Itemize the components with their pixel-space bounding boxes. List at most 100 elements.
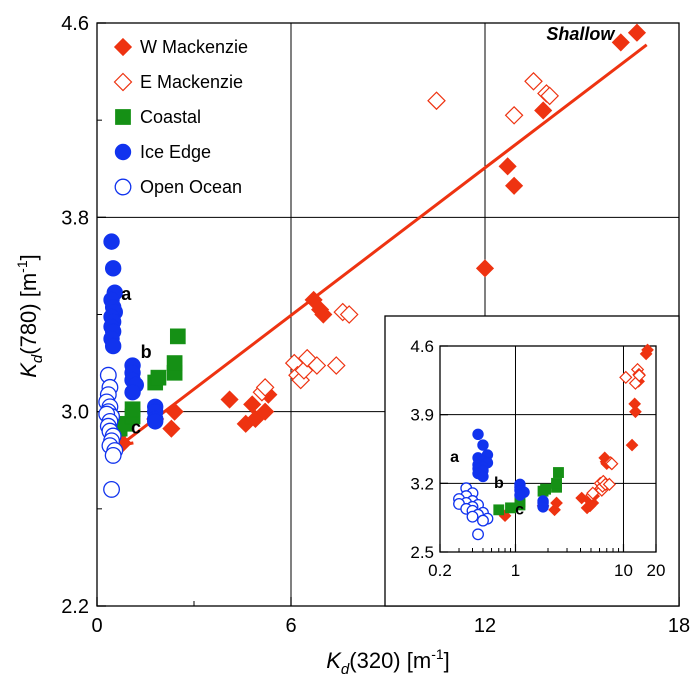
inset-annotation-a: a: [450, 449, 459, 466]
y-tick-label: 3.8: [61, 207, 89, 229]
data-point-e-mackenzie: [307, 356, 327, 375]
inset-data-point-coastal: [493, 504, 505, 516]
inset-data-point-coastal: [551, 477, 562, 489]
data-point-ice-edge: [147, 413, 164, 430]
inset-data-point-ice-edge: [472, 428, 484, 440]
inset-data-point-open-ocean: [477, 514, 489, 527]
y-tick-label: 3.0: [61, 402, 89, 424]
data-point-e-mackenzie: [255, 378, 275, 397]
data-point-e-mackenzie: [540, 86, 560, 106]
y-tick-label: 2.2: [61, 596, 89, 618]
legend-item-e-mackenzie: E Mackenzie: [113, 72, 243, 92]
inset-series-e-mackenzie: [585, 362, 646, 502]
inset-y-tick-label: 2.5: [410, 543, 434, 562]
legend-label-coastal: Coastal: [140, 107, 201, 127]
inset-data-point-e-mackenzie: [632, 368, 646, 383]
inset-data-point-e-mackenzie: [605, 457, 619, 471]
inset-y-tick-label: 3.2: [410, 474, 434, 493]
inset-y-tick-label: 3.9: [410, 406, 434, 425]
data-point-e-mackenzie: [524, 71, 543, 91]
data-point-coastal: [166, 355, 183, 371]
legend: W Mackenzie E Mackenzie Coastal Ice Edge Ope…: [113, 37, 248, 197]
inset-data-point-coastal: [553, 467, 564, 478]
legend-marker-ice-edge: [114, 143, 132, 161]
inset-annotation-c: c: [515, 502, 524, 519]
main-marks: [98, 23, 647, 498]
legend-marker-w-mackenzie: [113, 37, 133, 57]
inset-data-point-coastal: [540, 483, 552, 495]
series-open-ocean: [98, 366, 124, 498]
data-point-w-mackenzie: [314, 305, 333, 324]
y-tick-label: 4.6: [61, 13, 89, 35]
series-e-mackenzie: [252, 71, 560, 402]
data-point-e-mackenzie: [504, 105, 524, 125]
data-point-coastal: [150, 369, 167, 386]
legend-label-open-ocean: Open Ocean: [140, 177, 242, 197]
inset-data-point-e-mackenzie: [619, 370, 633, 385]
data-point-w-mackenzie: [243, 395, 262, 414]
x-tick-label: 6: [285, 615, 296, 637]
annotation-b: b: [141, 342, 152, 362]
data-point-e-mackenzie: [427, 91, 446, 111]
x-axis-label: Kd(320) [m-1]: [326, 646, 450, 678]
data-point-w-mackenzie: [162, 419, 181, 438]
annotation-a: a: [121, 284, 132, 304]
data-point-ice-edge: [104, 337, 122, 355]
y-axis-label: Kd(780) [m-1]: [14, 254, 46, 378]
inset-marks: [453, 343, 654, 541]
series-w-mackenzie: [113, 23, 647, 453]
inset-data-point-w-mackenzie: [641, 343, 654, 357]
x-tick-label: 0: [91, 615, 102, 637]
inset-data-point-w-mackenzie: [625, 438, 639, 452]
data-point-w-mackenzie: [256, 402, 275, 421]
inset-data-point-w-mackenzie: [550, 496, 563, 510]
main-ticks: 0 6 12 18 2.2 3.0 3.8 4.6: [61, 13, 690, 637]
data-point-coastal: [124, 401, 141, 418]
data-point-ice-edge: [103, 233, 120, 250]
legend-marker-e-mackenzie: [113, 72, 133, 92]
data-point-w-mackenzie: [534, 101, 553, 120]
inset-data-point-open-ocean: [472, 528, 484, 541]
legend-item-open-ocean: Open Ocean: [114, 177, 242, 197]
regression-line: [118, 43, 648, 447]
inset-data-point-ice-edge: [537, 501, 549, 513]
inset-data-point-w-mackenzie: [629, 405, 642, 419]
legend-label-e-mackenzie: E Mackenzie: [140, 72, 243, 92]
inset-series-ice-edge: [472, 428, 549, 513]
inset-series-open-ocean: [453, 482, 494, 541]
series-ice-edge: [103, 233, 164, 430]
data-point-w-mackenzie: [505, 176, 524, 195]
inset-x-tick-label: 1: [511, 561, 520, 580]
main-annotations: Shallow a b c: [121, 24, 615, 438]
inset-data-point-ice-edge: [477, 439, 489, 451]
data-point-ice-edge: [124, 384, 141, 401]
series-coastal: [111, 328, 186, 437]
data-point-w-mackenzie: [220, 390, 239, 409]
data-point-w-mackenzie: [475, 259, 495, 278]
annotation-shallow: Shallow: [546, 24, 615, 44]
inset-x-tick-label: 10: [614, 561, 633, 580]
legend-label-ice-edge: Ice Edge: [140, 142, 211, 162]
data-point-ice-edge: [104, 260, 122, 277]
legend-item-w-mackenzie: W Mackenzie: [113, 37, 248, 57]
inset-background: [384, 315, 680, 607]
inset-chart: 0.2 1 10 20 2.5 3.2 3.9 4.6 a bc: [384, 315, 680, 607]
inset-data-point-ice-edge: [514, 489, 526, 501]
inset-annotation-b: b: [494, 475, 504, 492]
legend-item-coastal: Coastal: [115, 107, 201, 127]
data-point-w-mackenzie: [627, 23, 647, 42]
inset-y-tick-label: 4.6: [410, 337, 434, 356]
legend-label-w-mackenzie: W Mackenzie: [140, 37, 248, 57]
data-point-w-mackenzie: [498, 157, 517, 176]
x-tick-label: 18: [668, 615, 690, 637]
data-point-e-mackenzie: [326, 356, 346, 375]
inset-data-point-open-ocean: [466, 510, 479, 523]
data-point-w-mackenzie: [611, 33, 630, 52]
data-point-open-ocean: [103, 480, 120, 498]
x-tick-label: 12: [474, 615, 496, 637]
inset-data-point-ice-edge: [477, 470, 489, 483]
inset-data-point-e-mackenzie: [602, 477, 616, 491]
data-point-open-ocean: [104, 446, 122, 464]
legend-marker-open-ocean: [114, 178, 132, 196]
